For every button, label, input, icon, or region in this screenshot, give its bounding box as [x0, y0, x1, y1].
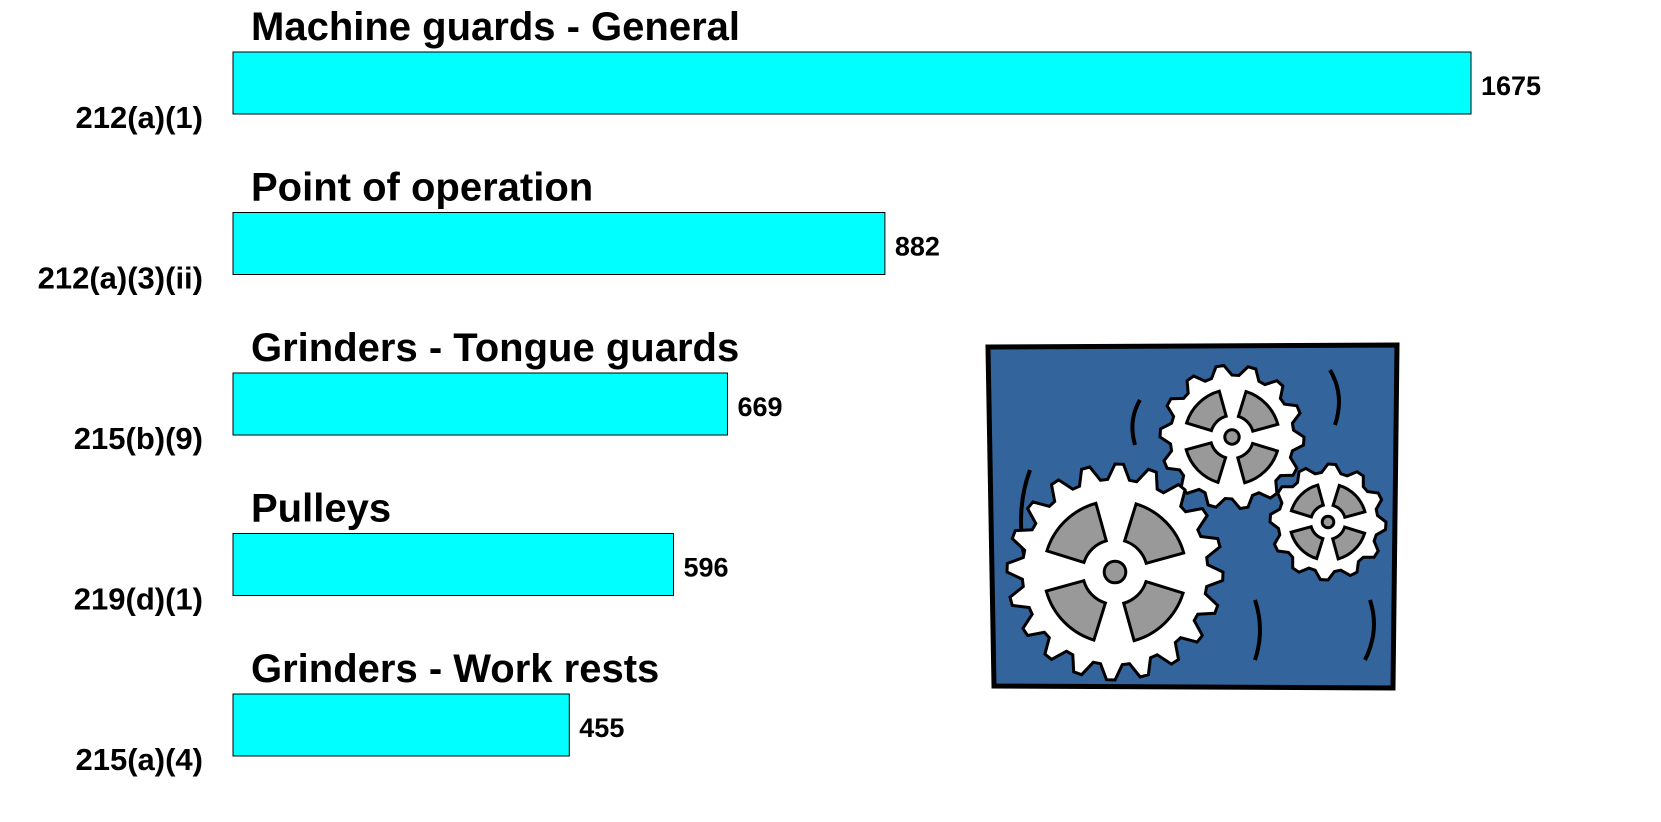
gear-hub [1102, 559, 1128, 585]
value-label: 1675 [1481, 71, 1541, 101]
bar-title: Grinders - Tongue guards [251, 326, 739, 370]
category-label: 215(a)(4) [76, 742, 204, 777]
gear-window [1235, 441, 1280, 485]
value-label: 455 [579, 713, 624, 743]
gears [1005, 363, 1388, 682]
value-label: 596 [684, 553, 729, 583]
gear-window [1044, 578, 1108, 642]
bar [232, 693, 570, 757]
category-label: 215(b)(9) [74, 421, 203, 456]
gears-clipart [985, 342, 1400, 691]
gear-hub [1320, 514, 1336, 530]
bar-title: Grinders - Work rests [251, 647, 659, 691]
category-label: 212(a)(3)(ii) [38, 261, 203, 296]
bar-title: Pulleys [251, 487, 391, 531]
value-label: 882 [895, 232, 940, 262]
gear-window [1122, 502, 1186, 566]
gear-window [1330, 525, 1367, 561]
category-label: 219(d)(1) [74, 582, 203, 617]
bar-title: Point of operation [251, 166, 593, 210]
gear-window [1289, 524, 1325, 561]
category-label: 212(a)(1) [76, 100, 204, 135]
gear-window [1184, 389, 1229, 433]
bar [232, 212, 886, 275]
bar [232, 533, 675, 596]
gear-window [1331, 483, 1367, 520]
gear-window [1236, 389, 1280, 434]
gear-window [1121, 579, 1185, 643]
bar-title: Machine guards - General [251, 5, 740, 49]
gear-window [1045, 501, 1109, 565]
gear-window [1184, 440, 1228, 485]
motion-lines [1019, 368, 1376, 661]
value-label: 669 [737, 392, 782, 422]
bar [232, 372, 728, 436]
bar [232, 51, 1472, 115]
gear-window [1289, 483, 1326, 519]
gear-hub [1223, 428, 1241, 446]
